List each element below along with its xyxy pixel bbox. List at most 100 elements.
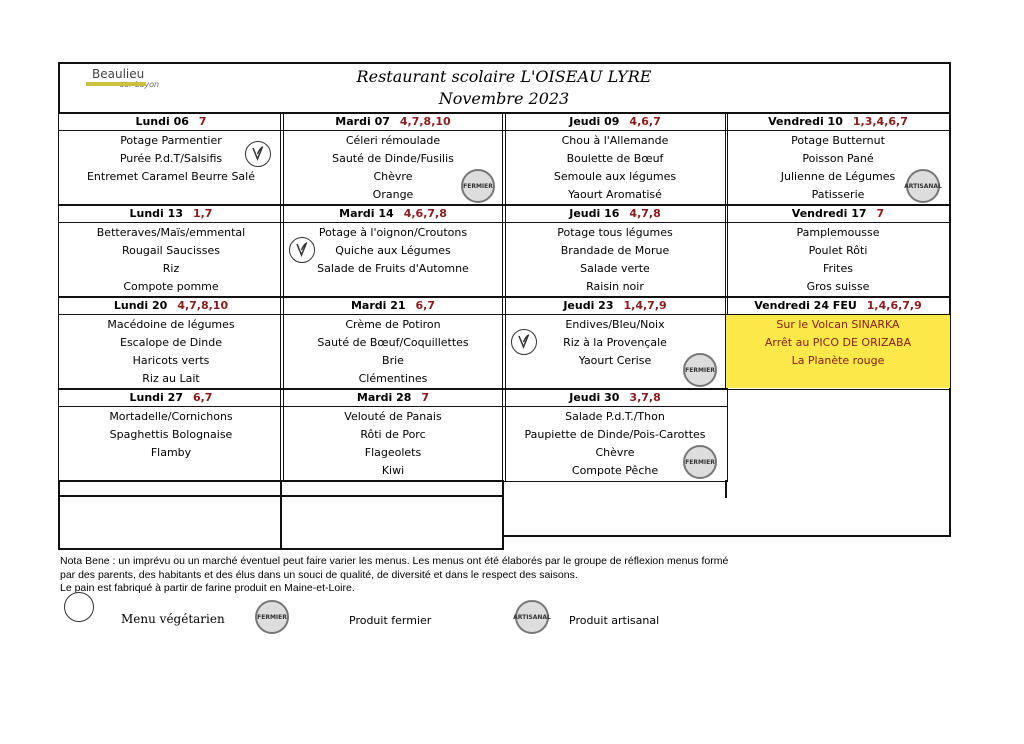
day-header: Lundi 13 1,7 [59, 205, 283, 223]
menu-item: Salade verte [580, 262, 650, 275]
menu-item: Potage Parmentier [120, 134, 222, 147]
note-line: Le pain est fabriqué à partir de farine … [60, 582, 355, 594]
day-header: Mardi 14 4,6,7,8 [281, 205, 505, 223]
menu-item: Chèvre [595, 446, 635, 459]
day-items: Chou à l'Allemande Boulette de Bœuf Semoul… [503, 131, 727, 204]
day-cell: Jeudi 23 1,4,7,9 Endives/Bleu/Noix Riz à la… [502, 296, 728, 390]
veg-icon [289, 237, 315, 263]
menu-item: Julienne de Légumes [780, 170, 896, 183]
day-cell: Mardi 21 6,7 Crème de Potiron Sauté de Bœuf… [280, 296, 506, 390]
day-header: Vendredi 17 7 [726, 205, 950, 223]
day-items: Potage Parmentier Purée P.d.T/Salsifis Ent… [59, 131, 283, 186]
logo-swoosh [86, 82, 146, 86]
legend-veg: Menu végétarien [121, 612, 225, 626]
menu-item: Patisserie [811, 188, 865, 201]
menu-item: Clémentines [358, 372, 428, 385]
menu-item: Compote Pêche [571, 464, 659, 477]
note-line: Nota Bene : un imprévu ou un marché éven… [60, 555, 729, 567]
menu-item: Chou à l'Allemande [561, 134, 669, 147]
menu-item: Gros suisse [806, 280, 870, 293]
day-header: Mardi 21 6,7 [281, 297, 505, 315]
day-items: Endives/Bleu/Noix Riz à la Provençale Yaou… [503, 315, 727, 370]
allergens: 4,7,8 [629, 207, 661, 220]
day-items: Betteraves/Maïs/emmental Rougail Saucisse… [59, 223, 283, 296]
day-name: Lundi 13 [129, 207, 183, 220]
day-header: Lundi 06 7 [59, 113, 283, 131]
allergens: 4,7,8,10 [177, 299, 229, 312]
day-header: Mardi 07 4,7,8,10 [281, 113, 505, 131]
menu-item: Poulet Rôti [808, 244, 868, 257]
stamp-icon: FERMIER [683, 445, 717, 479]
day-items: Potage Butternut Poisson Pané Julienne de … [726, 131, 950, 204]
menu-item: Spaghettis Bolognaise [109, 428, 233, 441]
menu-item: Sauté de Dinde/Fusilis [332, 152, 454, 165]
menu-item: Orange [372, 188, 414, 201]
note-line: par des parents, des habitants et des él… [60, 568, 578, 581]
menu-item: Poisson Pané [802, 152, 874, 165]
veg-mark [518, 334, 530, 349]
menu-item: Arrêt au PICO DE ORIZABA [764, 336, 912, 349]
menu-item: Compote pomme [123, 280, 219, 293]
menu-item: Potage Butternut [791, 134, 885, 147]
day-cell: Lundi 13 1,7 Betteraves/Maïs/emmental Rouga… [58, 204, 284, 298]
menu-item: Entremet Caramel Beurre Salé [86, 170, 255, 183]
menu-item: Quiche aux Légumes [335, 244, 451, 257]
menu-item: Potage tous légumes [557, 226, 673, 239]
day-items: Pamplemousse Poulet Rôti Frites Gros suisse [726, 223, 950, 296]
veg-mark [252, 146, 264, 161]
header-box [58, 62, 951, 114]
legend-fermier: Produit fermier [349, 614, 432, 627]
allergens: 3,7,8 [629, 391, 661, 404]
day-cell: Mardi 28 7 Velouté de Panais Rôti de Porc Fl… [280, 388, 506, 482]
day-items: Mortadelle/Cornichons Spaghettis Bolognai… [59, 407, 283, 462]
day-header: Jeudi 30 3,7,8 [503, 389, 727, 407]
menu-item: Riz au Lait [142, 372, 200, 385]
menu-item: Riz [162, 262, 180, 275]
day-header: Jeudi 23 1,4,7,9 [503, 297, 727, 315]
menu-item: Salade P.d.T./Thon [565, 410, 665, 423]
menu-item: Salade de Fruits d'Automne [317, 262, 469, 275]
day-items: Crème de Potiron Sauté de Bœuf/Coquillett… [281, 315, 505, 388]
day-cell: Vendredi 17 7 Pamplemousse Poulet Rôti Frite… [725, 204, 951, 298]
stamp-icon: ARTISANAL [513, 600, 551, 634]
allergens: 4,6,7,8 [403, 207, 447, 220]
day-name: Mardi 14 [339, 207, 394, 220]
day-cell: Vendredi 24 FEU 1,4,6,7,9 Sur le Volcan SI… [725, 296, 951, 390]
menu-item: Purée P.d.T/Salsifis [119, 152, 223, 165]
veg-icon [64, 592, 94, 622]
allergens: 1,7 [192, 207, 213, 220]
menu-item: Sur le Volcan SINARKA [776, 318, 900, 331]
allergens: 1,4,6,7,9 [866, 299, 922, 312]
day-header: Vendredi 10 1,3,4,6,7 [726, 113, 950, 131]
day-name: Jeudi 09 [569, 115, 620, 128]
day-name: Lundi 27 [129, 391, 183, 404]
day-name: Mardi 28 [356, 391, 412, 404]
menu-item: Riz à la Provençale [563, 336, 667, 349]
veg-icon [245, 141, 271, 167]
stamp-icon: FERMIER [255, 600, 289, 634]
menu-item: Potage à l'oignon/Croutons [318, 226, 468, 239]
menu-item: Brie [382, 354, 404, 367]
menu-item: Crème de Potiron [345, 318, 441, 331]
logo: Beaulieu [92, 67, 145, 81]
menu-item: Semoule aux légumes [553, 170, 677, 183]
day-name: Jeudi 23 [563, 299, 614, 312]
allergens: 7 [198, 115, 207, 128]
day-name: Jeudi 16 [569, 207, 620, 220]
day-header: Mardi 28 7 [281, 389, 505, 407]
rule [725, 480, 727, 498]
menu-item: Rougail Saucisses [122, 244, 220, 257]
veg-icon [511, 329, 537, 355]
menu-item: Escalope de Dinde [120, 336, 222, 349]
day-name: Mardi 07 [335, 115, 390, 128]
day-name: Lundi 06 [135, 115, 189, 128]
menu-item: Frites [823, 262, 853, 275]
rule [58, 495, 504, 497]
day-name: Vendredi 17 [791, 207, 867, 220]
day-items: Macédoine de légumes Escalope de Dinde Har… [59, 315, 283, 388]
menu-item: Endives/Bleu/Noix [565, 318, 665, 331]
menu-item: La Planète rouge [791, 354, 885, 367]
menu-item: Boulette de Bœuf [566, 152, 664, 165]
menu-item: Sauté de Bœuf/Coquillettes [317, 336, 469, 349]
menu-item: Raisin noir [586, 280, 644, 293]
